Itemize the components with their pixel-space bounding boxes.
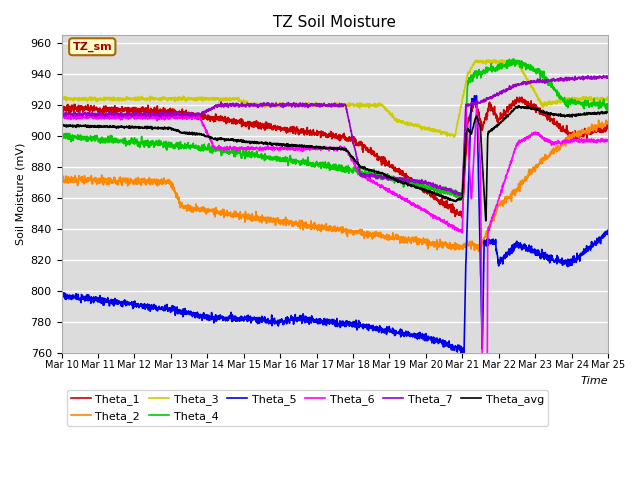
Theta_5 [323,319,331,324]
Theta_2 [589,124,596,130]
Theta_4 [604,101,612,107]
Line: Theta_avg: Theta_avg [61,106,608,221]
Theta_6 [589,138,596,144]
Theta_1 [518,94,525,100]
Theta_5 [589,240,596,245]
Line: Theta_1: Theta_1 [61,97,608,217]
Theta_2 [488,218,496,224]
Theta_avg [589,110,596,116]
Theta_3 [589,98,596,104]
Theta_avg [488,126,496,132]
Theta_6 [473,103,481,108]
Theta_2 [604,119,612,124]
Theta_4 [488,69,496,75]
Theta_6 [86,113,93,119]
Theta_1 [604,126,612,132]
Theta_avg [482,218,490,224]
Theta_3 [323,103,331,108]
Theta_7 [589,76,596,82]
Theta_4 [323,165,331,170]
Theta_6 [58,115,65,120]
Theta_3 [604,94,612,100]
Line: Theta_4: Theta_4 [61,59,608,200]
Theta_2 [323,228,331,233]
Line: Theta_5: Theta_5 [61,96,608,353]
Theta_2 [588,127,596,133]
Theta_4 [510,56,518,62]
Text: Time: Time [580,376,608,386]
Theta_4 [589,99,596,105]
Theta_3 [589,96,596,102]
Theta_2 [86,177,93,182]
Theta_2 [58,177,65,182]
Theta_1 [458,215,466,220]
Theta_1 [58,102,65,108]
Theta_3 [505,57,513,62]
Theta_7 [309,103,317,108]
Theta_2 [475,248,483,254]
Theta_3 [58,96,65,101]
Theta_4 [86,135,93,141]
Theta_avg [86,124,93,130]
Theta_3 [450,134,458,140]
Line: Theta_7: Theta_7 [61,75,608,195]
Theta_4 [589,101,596,107]
Theta_3 [488,58,496,63]
Theta_3 [86,96,93,101]
Theta_2 [309,223,317,228]
Theta_1 [309,131,317,136]
Y-axis label: Soil Moisture (mV): Soil Moisture (mV) [15,143,25,245]
Theta_6 [323,145,331,151]
Theta_1 [589,131,596,136]
Theta_avg [604,109,612,115]
Theta_avg [589,110,596,116]
Theta_4 [309,163,317,168]
Theta_avg [309,144,317,150]
Theta_7 [323,103,331,108]
Line: Theta_2: Theta_2 [61,120,608,251]
Theta_5 [472,93,480,98]
Theta_1 [323,132,331,138]
Theta_5 [309,316,317,322]
Theta_5 [86,295,93,301]
Theta_7 [458,192,465,198]
Theta_7 [58,113,65,119]
Theta_avg [515,103,522,108]
Theta_5 [604,231,612,237]
Theta_5 [58,292,65,298]
Theta_6 [309,145,317,151]
Theta_5 [589,244,596,250]
Theta_2 [595,117,602,123]
Theta_7 [600,72,607,78]
Theta_1 [86,105,93,111]
Theta_3 [309,102,317,108]
Line: Theta_3: Theta_3 [61,60,608,137]
Theta_4 [58,135,65,141]
Theta_5 [488,237,496,243]
Theta_5 [460,350,468,356]
Theta_7 [604,74,612,80]
Line: Theta_6: Theta_6 [61,106,608,480]
Theta_7 [86,112,93,118]
Theta_1 [589,128,596,133]
Theta_7 [488,95,496,101]
Theta_7 [588,75,596,81]
Legend: Theta_1, Theta_2, Theta_3, Theta_4, Theta_5, Theta_6, Theta_7, Theta_avg: Theta_1, Theta_2, Theta_3, Theta_4, Thet… [67,390,548,426]
Theta_6 [488,215,496,220]
Theta_1 [488,108,496,113]
Theta_6 [604,137,612,143]
Title: TZ Soil Moisture: TZ Soil Moisture [273,15,396,30]
Theta_avg [58,122,65,128]
Theta_6 [589,138,596,144]
Theta_4 [456,197,464,203]
Text: TZ_sm: TZ_sm [72,42,112,52]
Theta_avg [323,145,331,151]
